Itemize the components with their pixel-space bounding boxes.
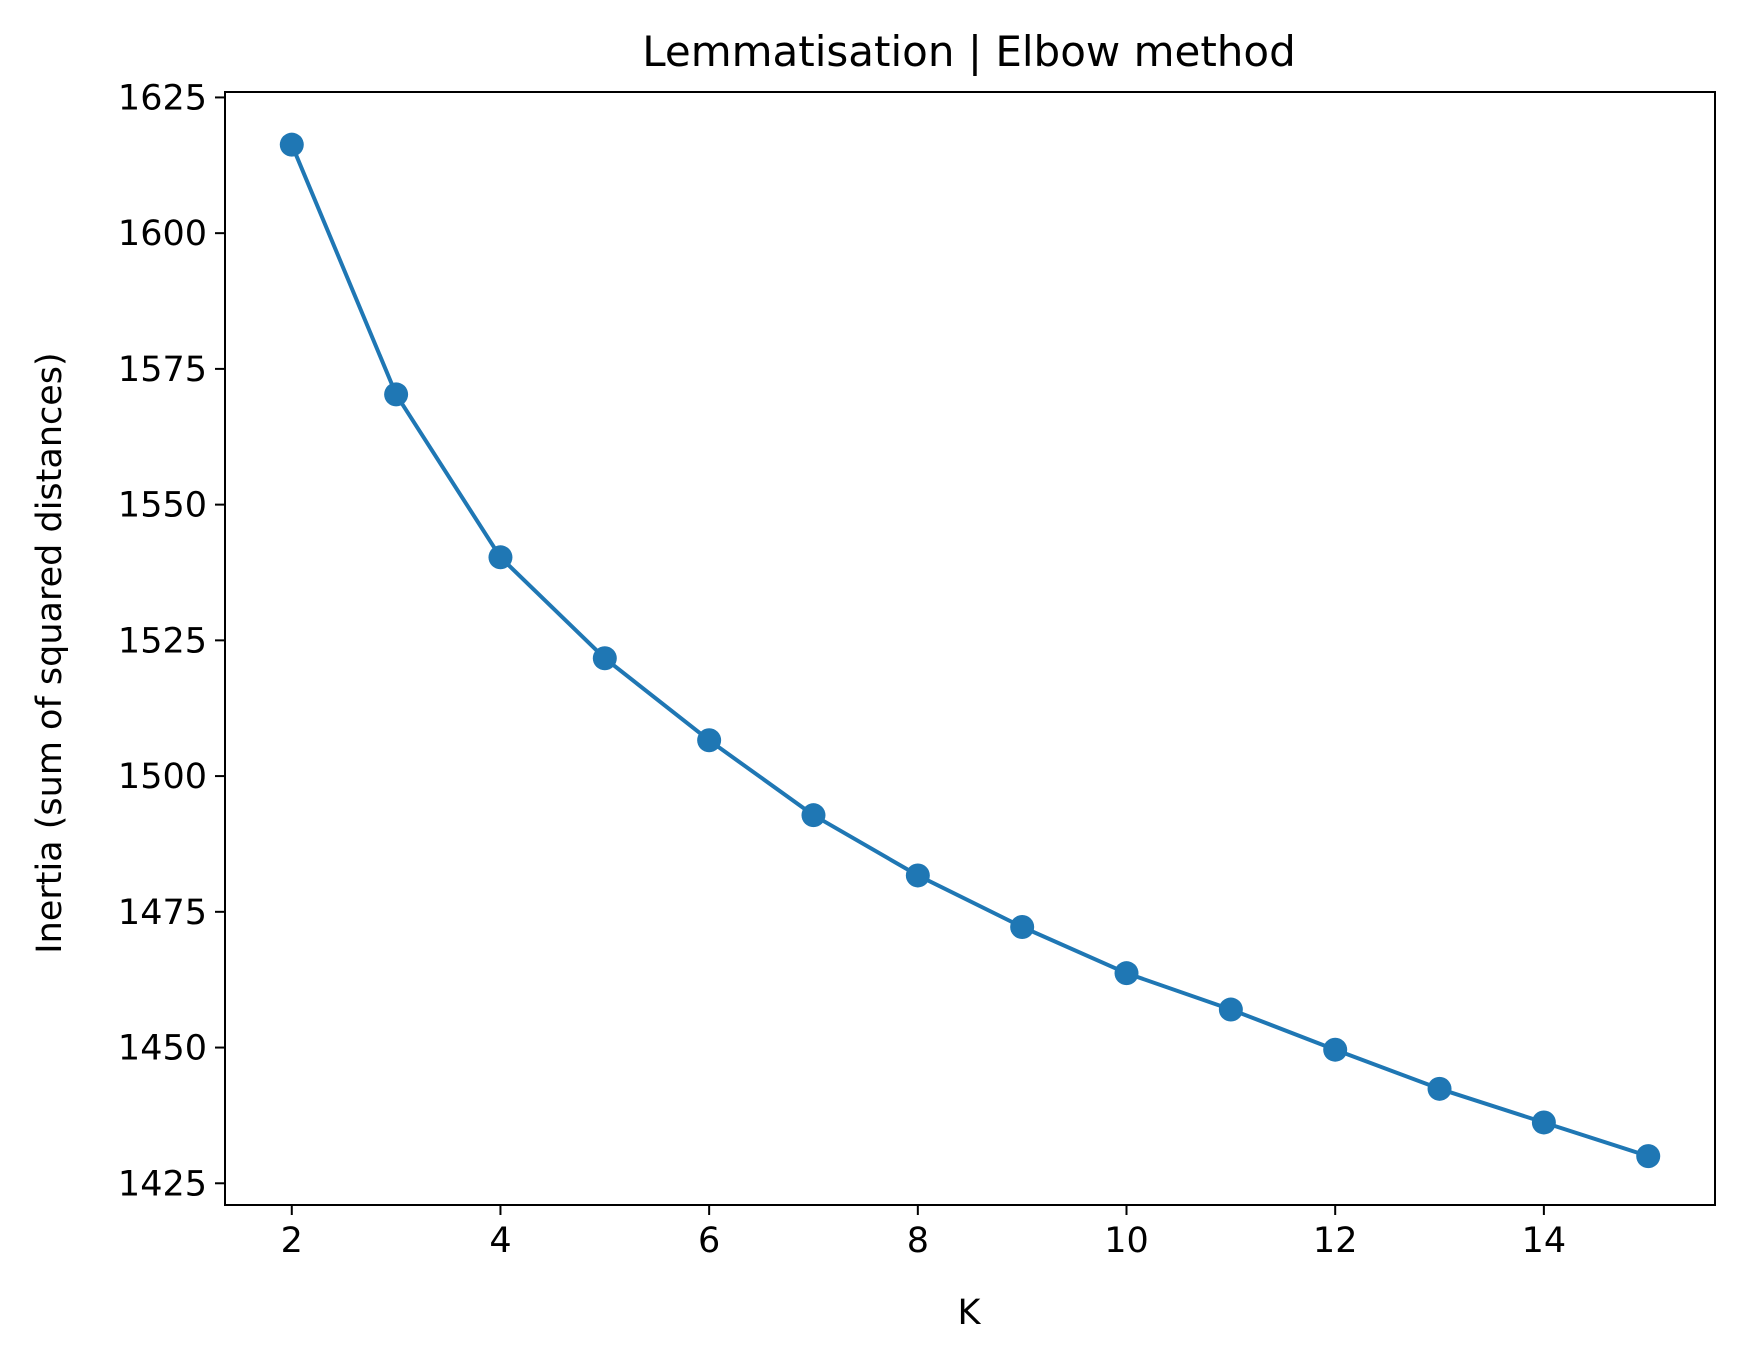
data-point xyxy=(1114,961,1139,986)
data-point xyxy=(905,863,930,888)
data-point xyxy=(279,132,304,157)
x-tick-label: 4 xyxy=(489,1221,511,1261)
y-tick-label: 1475 xyxy=(118,893,207,933)
x-tick-label: 12 xyxy=(1313,1221,1358,1261)
x-tick-label: 10 xyxy=(1104,1221,1149,1261)
data-point xyxy=(1636,1144,1661,1169)
data-point xyxy=(697,728,722,753)
x-tick-label: 6 xyxy=(698,1221,720,1261)
x-axis-label: K xyxy=(958,1293,982,1333)
data-point xyxy=(1323,1037,1348,1062)
x-axis: 2 4 6 8 10 12 14 xyxy=(281,1205,1567,1261)
x-tick-label: 8 xyxy=(907,1221,929,1261)
chart-title: Lemmatisation | Elbow method xyxy=(642,27,1296,76)
y-axis: 1425 1450 1475 1500 1525 1550 1575 1600 1625 xyxy=(118,78,225,1204)
y-tick-label: 1525 xyxy=(118,621,207,661)
data-point xyxy=(1218,997,1243,1022)
data-point xyxy=(592,646,617,671)
x-tick-label: 14 xyxy=(1522,1221,1567,1261)
data-point xyxy=(1010,915,1035,940)
data-point xyxy=(384,382,409,407)
y-tick-label: 1500 xyxy=(118,757,207,797)
series-line xyxy=(289,143,1649,1159)
plot-area xyxy=(279,132,1661,1169)
data-point xyxy=(801,803,826,828)
data-point xyxy=(1427,1076,1452,1101)
data-point xyxy=(1531,1110,1556,1135)
y-tick-label: 1575 xyxy=(118,350,207,390)
axes-frame xyxy=(224,91,1716,1206)
y-tick-label: 1600 xyxy=(118,214,207,254)
y-tick-label: 1450 xyxy=(118,1029,207,1069)
y-tick-label: 1425 xyxy=(118,1164,207,1204)
y-tick-label: 1550 xyxy=(118,486,207,526)
y-tick-label: 1625 xyxy=(118,78,207,118)
data-point xyxy=(488,545,513,570)
y-axis-label: Inertia (sum of squared distances) xyxy=(30,352,70,953)
x-tick-label: 2 xyxy=(281,1221,303,1261)
